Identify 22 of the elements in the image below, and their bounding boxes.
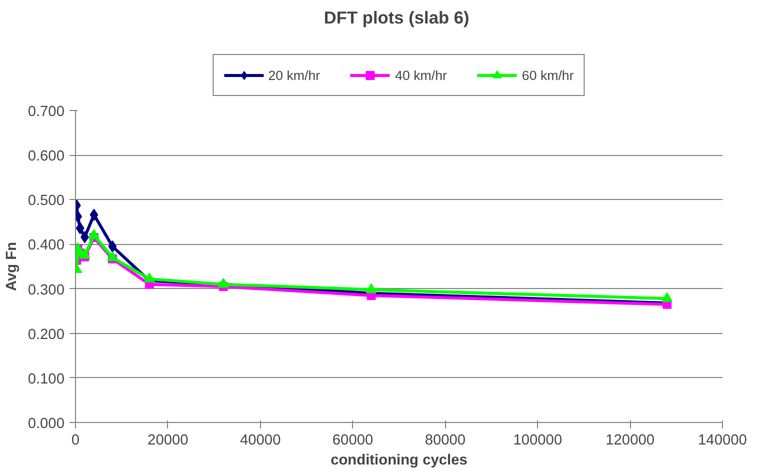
legend-label: 60 km/hr [522,68,574,82]
y-tick-label: 0.400 [28,238,65,254]
y-tick-label: 0.500 [28,193,65,210]
y-tick-label: 0.100 [28,371,65,388]
y-axis-title: Avg Fn [4,242,20,292]
y-tick-label: 0.300 [28,282,65,298]
legend-label: 20 km/hr [268,68,320,82]
x-tick-label: 140000 [698,432,747,448]
x-tick-label: 40000 [240,432,281,448]
x-tick-label: 60000 [332,432,374,448]
x-tick-label: 120000 [606,432,655,448]
legend-label: 40 km/hr [395,68,447,82]
x-tick-label: 20000 [148,432,188,448]
y-tick-label: 0.000 [28,416,65,432]
x-tick-label: 80000 [424,432,466,448]
chart-title: DFT plots (slab 6) [324,8,470,28]
x-axis-title: conditioning cycles [330,452,468,468]
x-tick-label: 100000 [513,432,562,448]
y-tick-label: 0.200 [28,326,65,343]
x-tick-label: 0 [71,432,80,448]
y-tick-label: 0.700 [28,104,65,120]
y-tick-label: 0.600 [28,148,65,165]
